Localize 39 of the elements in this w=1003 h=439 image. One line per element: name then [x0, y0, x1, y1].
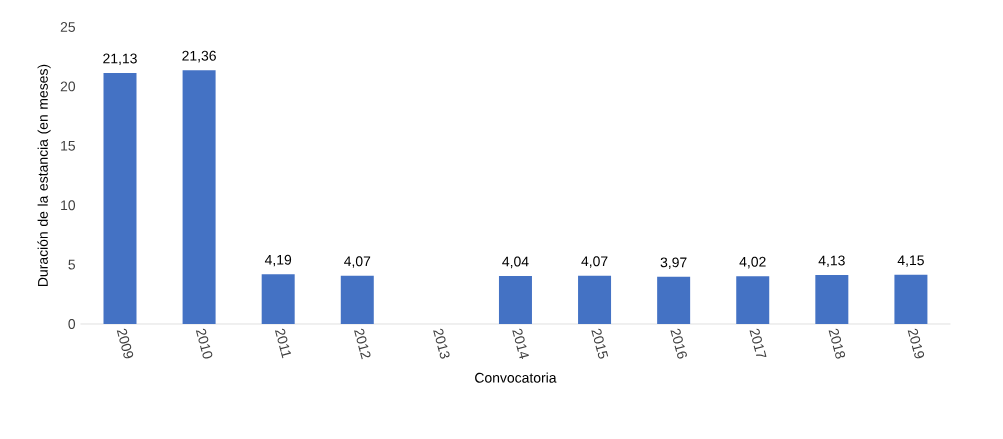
x-tick-label: 2016 — [670, 328, 687, 359]
bar — [578, 275, 612, 324]
bar — [815, 274, 849, 324]
y-tick-label: 15 — [61, 140, 76, 151]
x-tick-label: 2018 — [828, 328, 846, 359]
y-tick-label: 5 — [68, 259, 76, 270]
x-tick-label: 2010 — [195, 328, 213, 359]
x-tick-label: 2015 — [591, 328, 609, 359]
data-label: 4,13 — [818, 255, 845, 268]
bar — [657, 276, 691, 324]
x-tick-label: 2012 — [354, 328, 371, 360]
data-label: 4,07 — [581, 256, 608, 268]
data-label: 21,36 — [182, 50, 216, 63]
bar — [103, 72, 137, 324]
data-label: 4,07 — [344, 256, 371, 268]
bar — [340, 275, 374, 324]
x-tick-label: 2011 — [274, 328, 292, 359]
bar — [736, 276, 770, 324]
data-label: 4,04 — [502, 256, 529, 269]
bar — [498, 276, 532, 324]
x-axis-title: Convocatoria — [475, 372, 557, 383]
y-tick-label: 25 — [60, 22, 76, 32]
y-axis-title: Duración de la estancia (en meses) — [37, 64, 51, 286]
data-label: 4,15 — [897, 255, 924, 267]
x-tick-label: 2019 — [907, 328, 925, 359]
data-label: 4,02 — [739, 256, 766, 269]
y-tick-label: 0 — [68, 319, 76, 329]
bar — [182, 70, 216, 324]
data-label: 4,19 — [264, 254, 292, 267]
x-tick-label: 2014 — [512, 328, 529, 359]
bar — [261, 274, 295, 324]
x-tick-label: 2017 — [749, 328, 767, 357]
y-tick-label: 10 — [61, 200, 76, 211]
x-tick-label: 2013 — [433, 328, 450, 359]
bar — [894, 274, 928, 324]
y-tick-label: 20 — [60, 81, 76, 92]
data-label: 21,13 — [103, 53, 137, 66]
x-tick-label: 2009 — [116, 328, 134, 359]
data-label: 3,97 — [660, 257, 687, 269]
